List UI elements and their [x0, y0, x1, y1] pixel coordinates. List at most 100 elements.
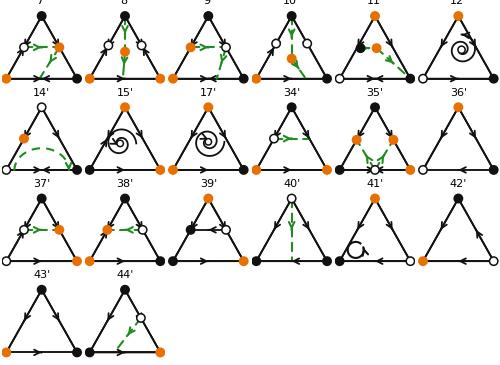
Title: 10': 10'	[283, 0, 300, 6]
Circle shape	[270, 134, 278, 143]
Circle shape	[121, 12, 129, 20]
Circle shape	[252, 74, 260, 83]
Circle shape	[336, 166, 344, 174]
Circle shape	[121, 194, 129, 203]
Circle shape	[204, 103, 212, 111]
Title: 38': 38'	[116, 179, 134, 189]
Circle shape	[138, 226, 147, 234]
Circle shape	[454, 103, 462, 111]
Circle shape	[406, 166, 414, 174]
Circle shape	[55, 226, 64, 234]
Circle shape	[419, 257, 427, 265]
Title: 40': 40'	[283, 179, 300, 189]
Circle shape	[336, 257, 344, 265]
Circle shape	[389, 136, 398, 144]
Circle shape	[73, 166, 81, 174]
Circle shape	[406, 257, 414, 265]
Circle shape	[20, 134, 28, 143]
Circle shape	[323, 166, 331, 174]
Circle shape	[288, 103, 296, 111]
Circle shape	[204, 194, 212, 203]
Circle shape	[86, 166, 94, 174]
Title: 17': 17'	[200, 88, 217, 97]
Title: 14': 14'	[33, 88, 50, 97]
Circle shape	[222, 43, 230, 51]
Title: 37': 37'	[33, 179, 50, 189]
Circle shape	[156, 74, 164, 83]
Circle shape	[38, 194, 46, 203]
Circle shape	[240, 257, 248, 265]
Circle shape	[38, 12, 46, 20]
Circle shape	[86, 257, 94, 265]
Circle shape	[288, 194, 296, 203]
Circle shape	[121, 47, 129, 56]
Title: 44': 44'	[116, 270, 134, 280]
Circle shape	[458, 46, 465, 53]
Circle shape	[252, 257, 260, 265]
Circle shape	[20, 226, 28, 234]
Circle shape	[73, 257, 81, 265]
Circle shape	[288, 54, 296, 63]
Circle shape	[169, 74, 177, 83]
Circle shape	[288, 12, 296, 20]
Title: 42': 42'	[450, 179, 467, 189]
Title: 34': 34'	[283, 88, 300, 97]
Circle shape	[73, 74, 81, 83]
Title: 36': 36'	[450, 88, 467, 97]
Circle shape	[490, 257, 498, 265]
Circle shape	[454, 194, 462, 203]
Title: 8': 8'	[120, 0, 130, 6]
Circle shape	[419, 74, 427, 83]
Circle shape	[371, 12, 379, 20]
Circle shape	[86, 348, 94, 357]
Circle shape	[38, 103, 46, 111]
Title: 43': 43'	[33, 270, 50, 280]
Circle shape	[117, 140, 123, 147]
Circle shape	[86, 74, 94, 83]
Circle shape	[169, 257, 177, 265]
Circle shape	[186, 43, 195, 51]
Title: 11': 11'	[366, 0, 384, 6]
Circle shape	[419, 166, 427, 174]
Circle shape	[323, 74, 331, 83]
Circle shape	[2, 166, 10, 174]
Circle shape	[272, 39, 280, 48]
Title: 15': 15'	[116, 88, 134, 97]
Circle shape	[336, 74, 344, 83]
Circle shape	[371, 166, 379, 174]
Title: 39': 39'	[200, 179, 217, 189]
Circle shape	[38, 285, 46, 294]
Circle shape	[138, 41, 146, 50]
Circle shape	[103, 226, 112, 234]
Circle shape	[205, 139, 212, 145]
Circle shape	[372, 44, 381, 52]
Circle shape	[2, 257, 10, 265]
Circle shape	[222, 226, 230, 234]
Circle shape	[352, 136, 361, 144]
Circle shape	[2, 348, 10, 357]
Circle shape	[454, 12, 462, 20]
Circle shape	[371, 194, 379, 203]
Title: 9': 9'	[203, 0, 213, 6]
Circle shape	[156, 166, 164, 174]
Circle shape	[490, 166, 498, 174]
Circle shape	[55, 43, 64, 51]
Circle shape	[204, 12, 212, 20]
Circle shape	[371, 103, 379, 111]
Circle shape	[156, 348, 164, 357]
Circle shape	[323, 257, 331, 265]
Circle shape	[121, 285, 129, 294]
Circle shape	[240, 74, 248, 83]
Circle shape	[303, 39, 312, 48]
Circle shape	[104, 41, 112, 50]
Circle shape	[2, 74, 10, 83]
Circle shape	[73, 348, 81, 357]
Circle shape	[169, 166, 177, 174]
Circle shape	[356, 44, 364, 52]
Title: 12': 12'	[450, 0, 467, 6]
Circle shape	[252, 166, 260, 174]
Title: 7': 7'	[36, 0, 47, 6]
Title: 41': 41'	[366, 179, 384, 189]
Title: 35': 35'	[366, 88, 384, 97]
Circle shape	[136, 314, 145, 322]
